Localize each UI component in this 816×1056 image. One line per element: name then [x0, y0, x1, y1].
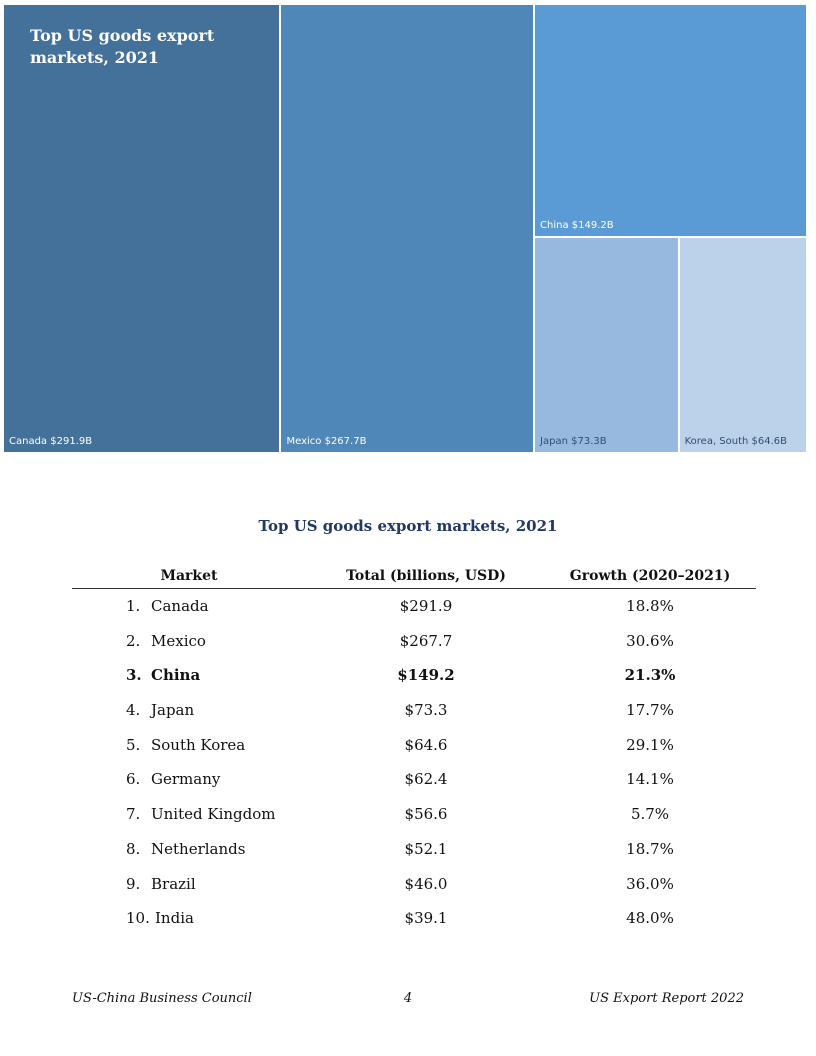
- growth-value: 21.3%: [624, 666, 676, 685]
- market-name: Germany: [151, 770, 221, 789]
- header-growth: Growth (2020–2021): [569, 568, 731, 584]
- growth-value: 48.0%: [626, 909, 674, 928]
- total-value: $149.2: [397, 666, 455, 685]
- total-value: $73.3: [404, 701, 448, 720]
- table-row: 7. United Kingdom $56.6 5.7%: [72, 797, 756, 832]
- market-name: Japan: [151, 701, 195, 720]
- total-value: $62.4: [404, 770, 448, 789]
- total-value: $52.1: [404, 839, 448, 858]
- growth-value: 18.7%: [626, 839, 674, 858]
- table-header: Market Total (billions, USD) Growth (202…: [72, 568, 756, 589]
- table-row: 2. Mexico $267.7 30.6%: [72, 624, 756, 659]
- total-value: $64.6: [404, 735, 448, 754]
- growth-value: 29.1%: [626, 735, 674, 754]
- total-value: $56.6: [404, 805, 448, 824]
- rank-number: 9.: [126, 874, 141, 893]
- table-row: 8. Netherlands $52.1 18.7%: [72, 832, 756, 867]
- footer-report-title: US Export Report 2022: [589, 991, 744, 1006]
- rank-number: 4.: [126, 701, 141, 720]
- rank-number: 5.: [126, 735, 141, 754]
- rank-number: 6.: [126, 770, 141, 789]
- treemap-tile-label: Japan $73.3B: [540, 435, 607, 447]
- table-row: 5. South Korea $64.6 29.1%: [72, 728, 756, 763]
- table-body: 1. Canada $291.9 18.8% 2. Mexico $267.7 30.6% 3.…: [72, 589, 756, 936]
- total-value: $39.1: [404, 909, 448, 928]
- market-name: Brazil: [151, 874, 196, 893]
- market-name: Netherlands: [151, 839, 246, 858]
- market-name: India: [155, 909, 194, 928]
- header-market: Market: [160, 568, 218, 584]
- footer-organization: US-China Business Council: [72, 991, 252, 1006]
- treemap-tile-mexico: Mexico $267.7B: [281, 5, 534, 452]
- total-value: $46.0: [404, 874, 448, 893]
- rank-number: 10.: [126, 909, 150, 928]
- treemap-tile-korea-south: Korea, South $64.6B: [679, 238, 806, 452]
- page-number: 4: [403, 991, 413, 1006]
- table-row: 9. Brazil $46.0 36.0%: [72, 867, 756, 902]
- table-row: 4. Japan $73.3 17.7%: [72, 693, 756, 728]
- treemap-tile-label: Mexico $267.7B: [286, 436, 367, 447]
- table-row: 3. China $149.2 21.3%: [72, 658, 756, 693]
- market-name: China: [151, 666, 201, 685]
- page-footer: US-China Business Council 4 US Export Re…: [72, 991, 744, 1009]
- table-title: Top US goods export markets, 2021: [258, 517, 558, 535]
- growth-value: 36.0%: [626, 874, 674, 893]
- rank-number: 7.: [126, 805, 141, 824]
- header-total: Total (billions, USD): [346, 568, 506, 584]
- growth-value: 17.7%: [626, 701, 674, 720]
- growth-value: 14.1%: [626, 770, 674, 789]
- market-name: Mexico: [151, 631, 206, 650]
- treemap-tile-japan: Japan $73.3B: [535, 238, 678, 452]
- market-name: Canada: [151, 597, 209, 615]
- treemap-tile-label: China $149.2B: [540, 220, 614, 232]
- total-value: $291.9: [399, 597, 453, 615]
- chart-title: Top US goods export markets, 2021: [30, 26, 215, 67]
- treemap-tile-china: China $149.2B: [535, 5, 806, 237]
- growth-value: 5.7%: [630, 805, 670, 824]
- treemap-tile-label: Canada $291.9B: [9, 436, 93, 447]
- market-name: United Kingdom: [151, 805, 276, 824]
- growth-value: 30.6%: [626, 631, 674, 650]
- total-value: $267.7: [399, 631, 453, 650]
- table-row: 1. Canada $291.9 18.8%: [72, 589, 756, 624]
- rank-number: 3.: [126, 666, 142, 685]
- market-name: South Korea: [151, 735, 246, 754]
- treemap-tile-canada: Canada $291.9B: [4, 5, 280, 452]
- table-row: 10. India $39.1 48.0%: [72, 901, 756, 936]
- rank-number: 8.: [126, 839, 141, 858]
- rank-number: 2.: [126, 631, 141, 650]
- growth-value: 18.8%: [626, 597, 674, 615]
- treemap-chart: Canada $291.9B Mexico $267.7B China $149.2…: [4, 5, 806, 452]
- table-row: 6. Germany $62.4 14.1%: [72, 762, 756, 797]
- treemap-tile-label: Korea, South $64.6B: [684, 435, 788, 447]
- rank-number: 1.: [126, 597, 141, 615]
